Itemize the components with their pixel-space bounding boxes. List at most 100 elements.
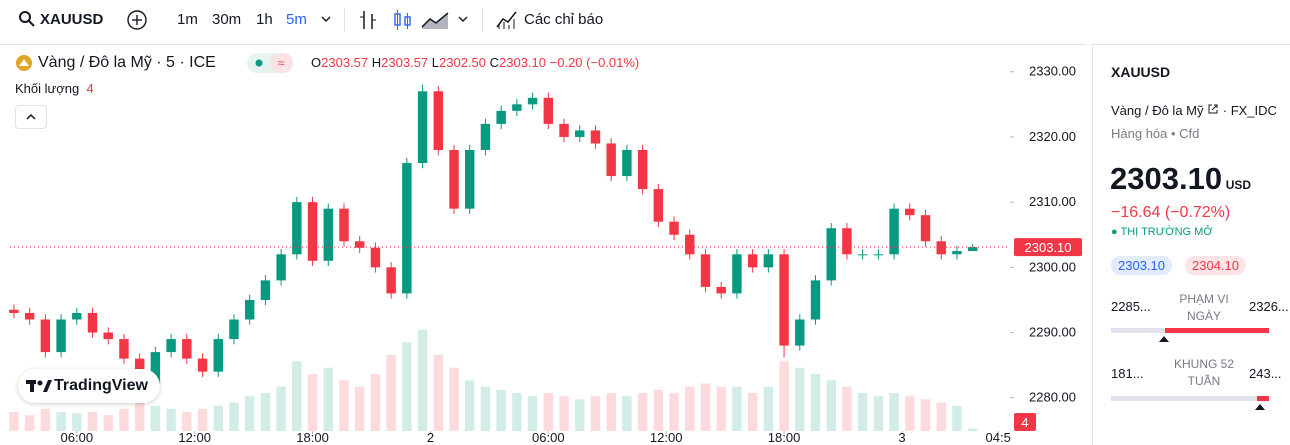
sidebar-currency: USD bbox=[1225, 178, 1252, 192]
svg-text:≈: ≈ bbox=[278, 56, 285, 70]
candle-body bbox=[512, 104, 522, 111]
bars-style-button[interactable] bbox=[358, 8, 378, 32]
ohlc-change: −0.20 (−0.01%) bbox=[549, 55, 640, 70]
status-pill[interactable]: ≈ bbox=[247, 53, 293, 73]
day-range-label: PHẠM VI NGÀY bbox=[1179, 292, 1229, 323]
candle-body bbox=[9, 309, 19, 313]
external-link-icon[interactable] bbox=[1207, 103, 1219, 115]
y-tick-label: 2280.00 bbox=[1029, 390, 1076, 405]
sidebar-category-row: Hàng hóa • Cfd bbox=[1111, 126, 1200, 141]
candle-body bbox=[810, 280, 821, 320]
volume-bar bbox=[795, 367, 805, 431]
y-tick-label: 2310.00 bbox=[1029, 194, 1076, 209]
ohlc-label: L bbox=[431, 55, 439, 70]
volume-bar bbox=[213, 405, 223, 431]
candle-body bbox=[559, 123, 569, 137]
sidebar-name[interactable]: Vàng / Đô la Mỹ bbox=[1111, 103, 1204, 118]
compare-button[interactable] bbox=[126, 9, 148, 31]
volume-bar bbox=[72, 413, 82, 431]
last-price-box bbox=[1014, 238, 1082, 257]
day-range-bar bbox=[1111, 328, 1269, 342]
interval-button[interactable]: 5m bbox=[286, 11, 307, 28]
y-tick-label: 2300.00 bbox=[1029, 259, 1076, 274]
volume-bar bbox=[747, 393, 758, 431]
candle-body bbox=[433, 91, 444, 150]
x-tick-label: 04:5 bbox=[986, 430, 1011, 445]
candle-body bbox=[292, 202, 302, 255]
week52-label: KHUNG 52 TUẦN bbox=[1173, 357, 1235, 388]
y-tick-label: 2290.00 bbox=[1029, 325, 1076, 340]
area-style-button[interactable] bbox=[420, 9, 450, 31]
candle-body bbox=[967, 247, 978, 252]
candle-body bbox=[779, 254, 789, 346]
volume-bar bbox=[920, 399, 931, 431]
candle-body bbox=[119, 339, 129, 359]
candle-body bbox=[716, 286, 726, 294]
volume-bar bbox=[606, 393, 616, 431]
sidebar-exchange: FX_IDC bbox=[1230, 103, 1277, 118]
candle-body bbox=[732, 254, 742, 294]
symbol-button[interactable]: XAUUSD bbox=[40, 11, 104, 28]
volume-bar bbox=[512, 393, 522, 431]
symbol-logo bbox=[16, 55, 32, 71]
chart: 2280.00 2290.00 2300.00 2310.00 2320.00 2330.… bbox=[9, 45, 1086, 445]
ohlc-value: 2303.57 bbox=[321, 55, 369, 70]
volume-bar bbox=[292, 361, 302, 431]
search-icon[interactable] bbox=[18, 10, 36, 28]
volume-bar bbox=[87, 412, 98, 431]
volume-bar bbox=[386, 355, 396, 431]
volume-bar bbox=[134, 402, 145, 431]
style-dropdown[interactable] bbox=[457, 14, 469, 24]
volume-bar bbox=[182, 412, 192, 431]
watermark[interactable]: TradingView bbox=[18, 369, 160, 403]
volume-bar bbox=[244, 396, 255, 431]
candle-body bbox=[449, 149, 459, 209]
collapse-button[interactable] bbox=[15, 105, 47, 129]
candle-body bbox=[480, 123, 491, 150]
volume-bar bbox=[653, 389, 664, 431]
interval-button[interactable]: 1m bbox=[177, 11, 198, 28]
volume-bar bbox=[622, 396, 632, 431]
last-volume-box bbox=[1014, 413, 1036, 431]
candle-body bbox=[370, 247, 381, 268]
candle-body bbox=[590, 130, 601, 144]
candle-body bbox=[354, 241, 365, 248]
sidebar: XAUUSD Vàng / Đô la Mỹ · FX_IDC Hàng hóa… bbox=[1092, 44, 1290, 445]
volume-bar bbox=[9, 412, 19, 431]
volume-bar bbox=[370, 374, 381, 431]
ohlc-value: 2303.57 bbox=[381, 55, 429, 70]
candle-body bbox=[166, 339, 176, 353]
sidebar-price-row: 2303.10 USD bbox=[1110, 161, 1251, 197]
volume-bar bbox=[150, 405, 161, 431]
candle-body bbox=[543, 97, 554, 124]
interval-button[interactable]: 30m bbox=[212, 11, 242, 28]
volume-bar bbox=[669, 393, 679, 431]
bid-pill: 2303.10 bbox=[1111, 256, 1172, 275]
interval-dropdown[interactable] bbox=[320, 14, 332, 24]
x-tick-label: 18:00 bbox=[296, 430, 329, 445]
volume-bar bbox=[323, 367, 333, 431]
separator bbox=[344, 8, 345, 32]
watermark-text: TradingView bbox=[54, 377, 148, 394]
candle-body bbox=[527, 97, 538, 105]
candle-body bbox=[747, 254, 758, 268]
candle-body bbox=[637, 149, 648, 190]
volume-bar bbox=[465, 380, 475, 431]
candle-body bbox=[72, 312, 82, 320]
indicators-button[interactable]: Các chỉ báo bbox=[524, 11, 604, 28]
candles-style-button[interactable] bbox=[392, 8, 414, 32]
volume-bar bbox=[685, 386, 695, 431]
candle-body bbox=[103, 332, 113, 340]
interval-button[interactable]: 1h bbox=[256, 11, 273, 28]
sidebar-category: Hàng hóa bbox=[1111, 126, 1168, 141]
volume-bar bbox=[952, 405, 962, 431]
ohlc-label: O bbox=[311, 55, 322, 70]
day-range-high: 2326... bbox=[1249, 299, 1289, 314]
candle-body bbox=[905, 208, 915, 216]
candle-body bbox=[213, 339, 223, 372]
volume-bar bbox=[527, 396, 538, 431]
volume-bar bbox=[480, 386, 491, 431]
week52-low: 181... bbox=[1111, 366, 1144, 381]
sidebar-symbol: XAUUSD bbox=[1111, 64, 1171, 80]
indicators-icon[interactable] bbox=[495, 7, 519, 31]
